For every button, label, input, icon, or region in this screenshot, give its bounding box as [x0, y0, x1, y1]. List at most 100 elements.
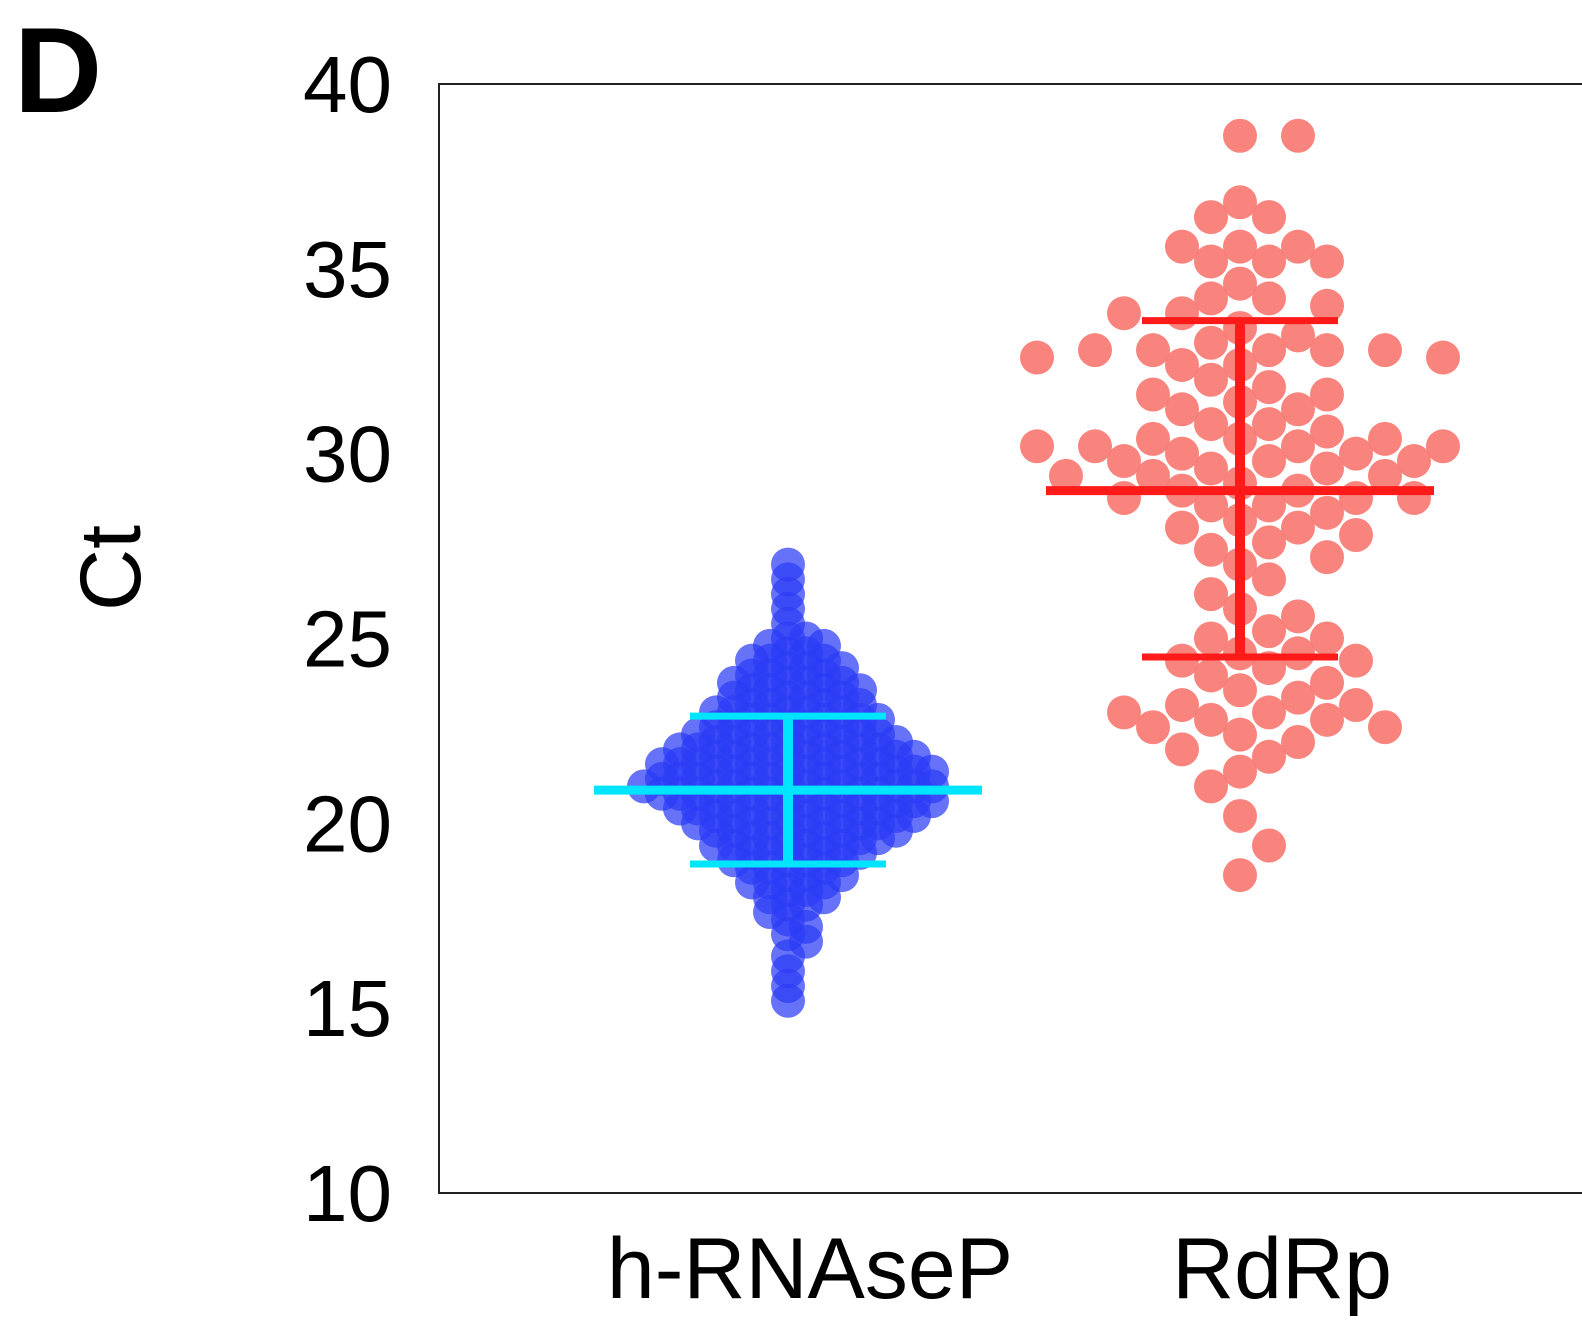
data-point — [1223, 118, 1257, 153]
data-point — [1281, 599, 1315, 634]
data-point — [1223, 673, 1257, 708]
data-point — [1165, 643, 1199, 678]
data-point — [1165, 392, 1199, 427]
data-point — [1252, 200, 1286, 235]
data-point — [1223, 798, 1257, 833]
data-point — [1165, 732, 1199, 767]
data-point — [1339, 517, 1373, 552]
y-tick-label: 35 — [303, 225, 392, 314]
data-point — [1252, 562, 1286, 597]
data-point — [1310, 377, 1344, 412]
data-point — [1165, 510, 1199, 545]
data-point — [1310, 288, 1344, 323]
data-point — [1252, 281, 1286, 316]
data-point — [1281, 636, 1315, 671]
data-point — [1194, 702, 1228, 737]
data-point — [1281, 429, 1315, 464]
data-point — [1165, 347, 1199, 382]
data-point — [1252, 444, 1286, 479]
data-point — [1339, 688, 1373, 723]
data-point — [1194, 407, 1228, 442]
y-tick-label: 20 — [303, 779, 392, 868]
data-point — [1194, 532, 1228, 567]
data-point — [1194, 362, 1228, 397]
y-tick-label: 10 — [303, 1149, 392, 1238]
data-point — [1107, 444, 1141, 479]
data-point — [1136, 421, 1170, 456]
data-point — [1310, 414, 1344, 449]
x-category-label: h-RNAseP — [607, 1221, 1013, 1317]
data-point — [771, 983, 805, 1018]
data-point — [1136, 458, 1170, 493]
data-point — [1194, 281, 1228, 316]
data-point — [1136, 333, 1170, 368]
data-point — [1223, 185, 1257, 220]
panel-label: D — [14, 2, 102, 138]
y-tick-label: 25 — [303, 595, 392, 684]
data-point — [1368, 333, 1402, 368]
data-point — [1310, 333, 1344, 368]
data-point — [1252, 614, 1286, 649]
mean-sd-bars — [594, 317, 1434, 868]
data-point — [1078, 333, 1112, 368]
data-point — [1281, 680, 1315, 715]
data-point — [1194, 658, 1228, 693]
data-point — [1281, 725, 1315, 760]
data-point — [1194, 325, 1228, 360]
data-point — [1252, 488, 1286, 523]
data-point — [1281, 392, 1315, 427]
data-point — [1281, 510, 1315, 545]
data-point — [1426, 340, 1460, 375]
data-point — [1020, 429, 1054, 464]
y-axis-ticks: 10 15 20 25 30 35 40 — [303, 40, 392, 1238]
data-point — [1252, 739, 1286, 774]
data-point — [1020, 340, 1054, 375]
data-point — [1107, 296, 1141, 331]
data-point — [1368, 458, 1402, 493]
data-point — [1194, 769, 1228, 804]
y-tick-label: 40 — [303, 40, 392, 129]
data-point — [1310, 244, 1344, 279]
data-point — [1252, 407, 1286, 442]
data-point — [1310, 495, 1344, 530]
data-point — [1194, 577, 1228, 612]
data-point — [1426, 429, 1460, 464]
data-point — [1281, 318, 1315, 353]
data-point — [1223, 229, 1257, 264]
data-point — [1107, 481, 1141, 516]
data-point — [1049, 458, 1083, 493]
data-point — [1281, 118, 1315, 153]
data-point — [1194, 244, 1228, 279]
data-point — [1339, 481, 1373, 516]
data-point — [1310, 702, 1344, 737]
data-point — [1397, 481, 1431, 516]
data-point — [1194, 451, 1228, 486]
data-point — [1310, 451, 1344, 486]
data-point — [1310, 665, 1344, 700]
data-point — [1368, 710, 1402, 745]
data-point — [1397, 444, 1431, 479]
data-point — [1281, 229, 1315, 264]
data-point — [1339, 643, 1373, 678]
data-point — [1252, 370, 1286, 405]
data-point — [1223, 754, 1257, 789]
data-point — [1368, 421, 1402, 456]
x-category-label: RdRp — [1172, 1221, 1392, 1317]
data-point — [1223, 858, 1257, 893]
y-tick-label: 15 — [303, 964, 392, 1053]
data-point — [1107, 695, 1141, 730]
data-point — [1165, 229, 1199, 264]
data-point — [1223, 717, 1257, 752]
data-point — [1194, 200, 1228, 235]
plot-frame — [438, 83, 1582, 1194]
data-point — [1252, 525, 1286, 560]
data-point — [1310, 540, 1344, 575]
data-point — [1136, 710, 1170, 745]
data-point — [1194, 621, 1228, 656]
data-point — [1252, 695, 1286, 730]
data-point — [1165, 688, 1199, 723]
data-point — [1339, 436, 1373, 471]
data-point — [1078, 429, 1112, 464]
data-point — [1252, 333, 1286, 368]
